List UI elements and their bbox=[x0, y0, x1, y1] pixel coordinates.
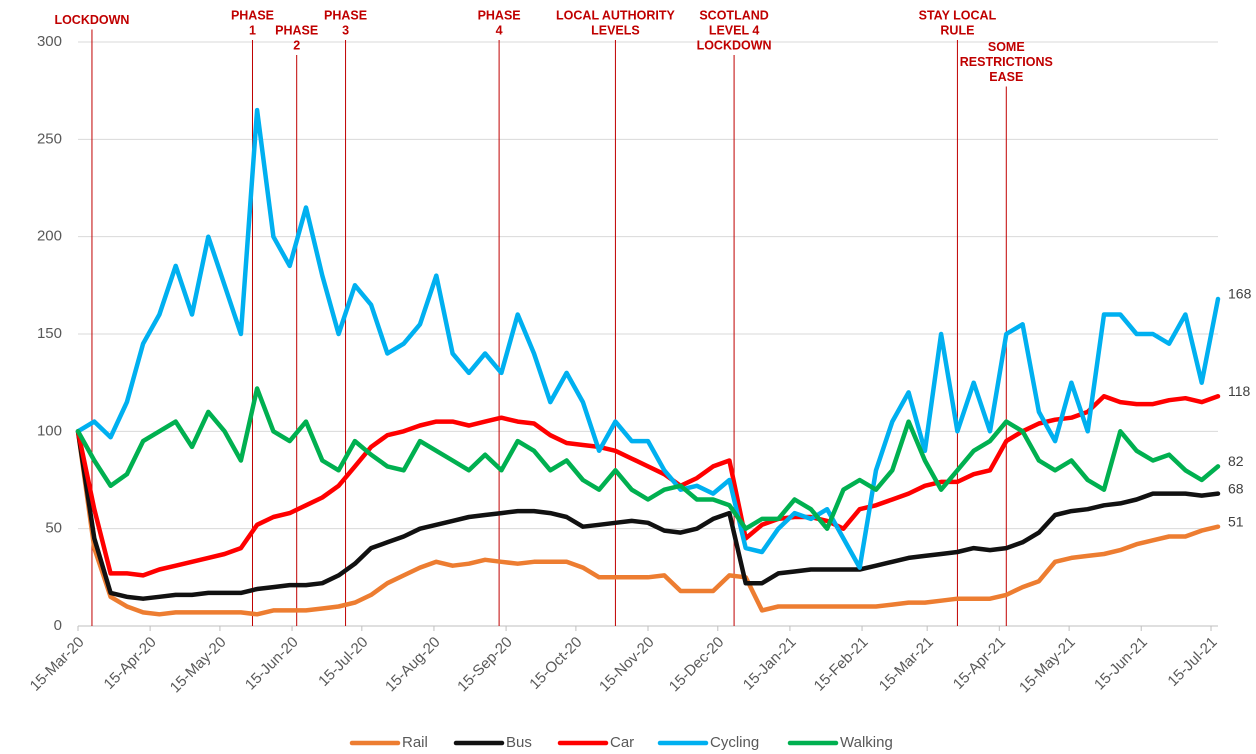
x-tick-label: 15-Jun-20 bbox=[242, 634, 302, 694]
x-tick-label: 15-Dec-20 bbox=[666, 634, 728, 696]
annotation-text: SOME bbox=[988, 40, 1025, 54]
annotation-text: EASE bbox=[989, 70, 1023, 84]
annotation-text: 2 bbox=[293, 38, 300, 52]
series-line bbox=[75, 429, 1221, 601]
annotation-text: LOCKDOWN bbox=[54, 13, 129, 27]
annotation-text: SCOTLAND bbox=[699, 8, 768, 22]
x-tick-label: 15-Jun-21 bbox=[1091, 634, 1151, 694]
legend-label: Walking bbox=[840, 734, 893, 751]
annotation-text: LOCKDOWN bbox=[697, 38, 772, 52]
x-tick-label: 15-Oct-20 bbox=[526, 634, 585, 693]
end-value-label: 68 bbox=[1228, 480, 1244, 496]
x-tick-label: 15-Jan-21 bbox=[740, 634, 800, 694]
end-value-label: 168 bbox=[1228, 286, 1252, 302]
legend-label: Car bbox=[610, 734, 634, 751]
x-tick-label: 15-Mar-20 bbox=[27, 634, 88, 695]
x-tick-label: 15-Nov-20 bbox=[596, 634, 658, 696]
series-line bbox=[75, 394, 1221, 578]
y-tick-label: 250 bbox=[37, 130, 62, 147]
x-tick-label: 15-Mar-21 bbox=[876, 634, 937, 695]
annotation-text: PHASE bbox=[324, 8, 367, 22]
end-value-label: 51 bbox=[1228, 513, 1244, 529]
x-tick-label: 15-Jul-21 bbox=[1164, 634, 1220, 690]
y-tick-label: 50 bbox=[45, 520, 62, 537]
annotation-text: RULE bbox=[940, 23, 974, 37]
series-line bbox=[75, 429, 1221, 617]
annotation-text: PHASE bbox=[478, 8, 521, 22]
annotation-text: PHASE bbox=[231, 8, 274, 22]
annotation-text: LOCAL AUTHORITY bbox=[556, 8, 675, 22]
y-tick-label: 100 bbox=[37, 422, 62, 439]
x-tick-label: 15-Aug-20 bbox=[382, 634, 444, 696]
annotation-text: PHASE bbox=[275, 23, 318, 37]
x-tick-label: 15-Feb-21 bbox=[811, 634, 872, 695]
annotation-text: 4 bbox=[496, 23, 503, 37]
x-tick-label: 15-Apr-20 bbox=[101, 634, 160, 693]
series-line bbox=[75, 386, 1221, 531]
y-tick-label: 200 bbox=[37, 228, 62, 245]
legend-label: Cycling bbox=[710, 734, 759, 751]
x-tick-label: 15-May-21 bbox=[1016, 634, 1079, 697]
legend-label: Rail bbox=[402, 734, 428, 751]
annotation-text: LEVEL 4 bbox=[709, 23, 760, 37]
annotation-text: LEVELS bbox=[591, 23, 640, 37]
x-tick-label: 15-Apr-21 bbox=[950, 634, 1009, 693]
annotation-text: RESTRICTIONS bbox=[960, 55, 1053, 69]
series-line bbox=[75, 107, 1221, 570]
annotation-text: 1 bbox=[249, 23, 256, 37]
y-tick-label: 0 bbox=[54, 617, 62, 634]
x-tick-label: 15-Sep-20 bbox=[454, 634, 516, 696]
end-value-label: 82 bbox=[1228, 453, 1244, 469]
x-tick-label: 15-Jul-20 bbox=[315, 634, 371, 690]
y-tick-label: 300 bbox=[37, 33, 62, 50]
y-tick-label: 150 bbox=[37, 325, 62, 342]
annotation-text: 3 bbox=[342, 23, 349, 37]
x-tick-label: 15-May-20 bbox=[167, 634, 230, 697]
legend-label: Bus bbox=[506, 734, 532, 751]
annotation-text: STAY LOCAL bbox=[919, 8, 997, 22]
end-value-label: 118 bbox=[1228, 383, 1251, 399]
